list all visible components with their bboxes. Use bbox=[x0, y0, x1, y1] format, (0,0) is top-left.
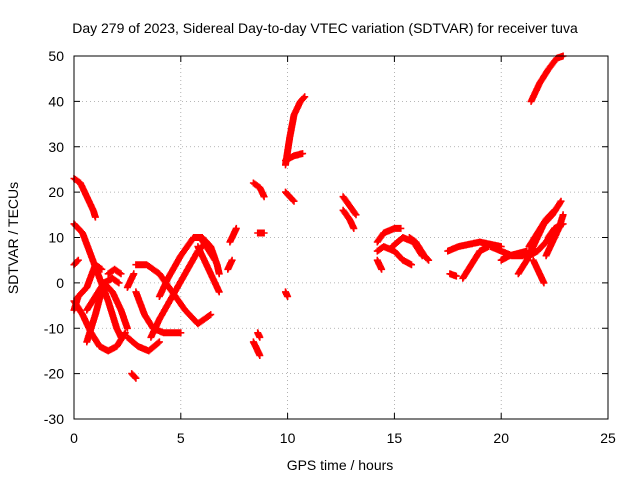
data-point-markers bbox=[194, 243, 223, 296]
data-point-markers bbox=[282, 188, 298, 205]
data-point-markers bbox=[128, 370, 140, 382]
axis-ticks: 0 5 10 15 20 25 -30 -20 -10 0 10 20 30 40 50 bbox=[44, 48, 616, 446]
data-track bbox=[123, 270, 138, 291]
data-point-markers bbox=[529, 256, 548, 287]
data-track bbox=[525, 206, 559, 251]
x-axis-label: GPS time / hours bbox=[287, 457, 394, 473]
data-point-markers bbox=[254, 229, 268, 237]
data-point-markers bbox=[249, 338, 264, 359]
data-track bbox=[254, 229, 268, 237]
y-axis-label: SDTVAR / TECUs bbox=[5, 182, 21, 294]
data-point-markers bbox=[373, 224, 405, 246]
x-tick-label: 10 bbox=[280, 430, 296, 446]
data-point-markers bbox=[544, 220, 567, 241]
data-point-markers bbox=[282, 288, 292, 300]
y-tick-label: -10 bbox=[44, 320, 64, 336]
data-point-markers bbox=[123, 270, 138, 291]
x-tick-label: 0 bbox=[70, 430, 78, 446]
grid-lines bbox=[74, 56, 608, 419]
data-point-markers bbox=[196, 234, 219, 264]
data-point-markers bbox=[254, 329, 264, 341]
data-track bbox=[373, 243, 415, 269]
y-tick-label: -30 bbox=[44, 411, 64, 427]
data-track bbox=[339, 193, 360, 219]
x-tick-label: 5 bbox=[177, 430, 185, 446]
x-tick-label: 25 bbox=[600, 430, 616, 446]
data-track bbox=[405, 234, 433, 264]
data-track bbox=[373, 224, 405, 246]
data-track bbox=[339, 206, 358, 232]
data-point-markers bbox=[104, 265, 125, 278]
data-point-markers bbox=[226, 224, 240, 246]
data-track bbox=[249, 338, 264, 359]
y-tick-label: 10 bbox=[48, 230, 64, 246]
data-point-markers bbox=[373, 243, 415, 269]
x-tick-label: 20 bbox=[493, 430, 509, 446]
data-track bbox=[446, 270, 460, 280]
y-tick-label: 20 bbox=[48, 184, 64, 200]
y-tick-label: 50 bbox=[48, 48, 64, 64]
data-track bbox=[282, 150, 307, 164]
data-point-markers bbox=[70, 256, 82, 269]
data-track bbox=[196, 234, 219, 264]
data-point-markers bbox=[446, 270, 460, 280]
data-track bbox=[544, 220, 567, 241]
data-track bbox=[83, 274, 123, 346]
data-track bbox=[70, 175, 99, 221]
data-point-markers bbox=[339, 193, 360, 219]
data-point-markers bbox=[497, 247, 531, 264]
y-tick-label: 0 bbox=[56, 275, 64, 291]
data-track bbox=[282, 188, 298, 205]
x-tick-label: 15 bbox=[387, 430, 403, 446]
data-point-markers bbox=[282, 150, 307, 164]
y-tick-label: 40 bbox=[48, 93, 64, 109]
data-track bbox=[70, 256, 82, 269]
data-point-markers bbox=[83, 274, 123, 346]
data-series bbox=[70, 52, 567, 382]
data-track bbox=[123, 333, 163, 355]
data-point-markers bbox=[459, 243, 492, 282]
data-point-markers bbox=[224, 256, 236, 273]
data-track bbox=[249, 179, 268, 201]
data-track bbox=[459, 243, 492, 282]
data-track bbox=[527, 52, 567, 105]
data-track bbox=[226, 224, 240, 246]
data-track bbox=[529, 256, 548, 287]
data-track bbox=[497, 247, 531, 264]
data-track bbox=[104, 265, 125, 278]
data-point-markers bbox=[405, 234, 433, 264]
data-track bbox=[194, 243, 223, 296]
chart-title: Day 279 of 2023, Sidereal Day-to-day VTE… bbox=[72, 20, 578, 36]
data-point-markers bbox=[339, 206, 358, 232]
data-track bbox=[282, 288, 292, 300]
data-point-markers bbox=[123, 333, 163, 355]
data-track bbox=[254, 329, 264, 341]
data-point-markers bbox=[249, 179, 268, 201]
data-point-markers bbox=[527, 52, 567, 105]
data-point-markers bbox=[70, 175, 99, 221]
y-tick-label: -20 bbox=[44, 366, 64, 382]
data-track bbox=[373, 256, 386, 273]
data-track bbox=[224, 256, 236, 273]
data-point-markers bbox=[525, 206, 559, 251]
y-tick-label: 30 bbox=[48, 139, 64, 155]
data-track bbox=[128, 370, 140, 382]
data-point-markers bbox=[373, 256, 386, 273]
